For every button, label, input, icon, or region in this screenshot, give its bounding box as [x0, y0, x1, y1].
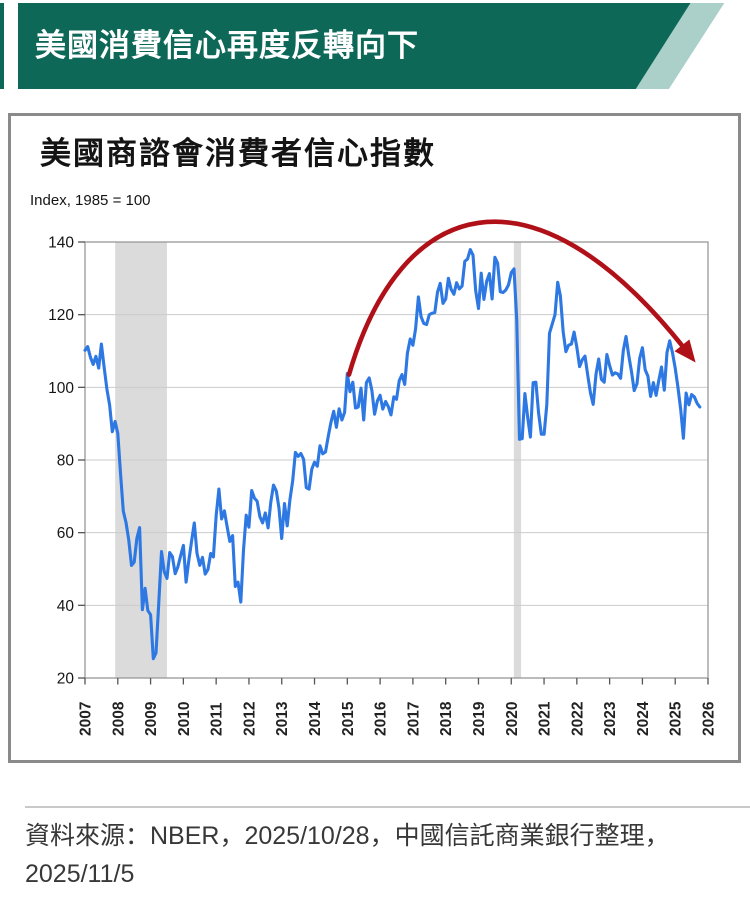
source-note: 資料來源：NBER，2025/10/28，中國信託商業銀行整理，2025/11/…	[25, 822, 670, 888]
x-axis-tick-label: 2022	[569, 702, 586, 736]
x-axis-tick-label: 2009	[143, 701, 160, 736]
y-axis-tick-label: 100	[48, 380, 74, 397]
x-axis-tick-label: 2008	[110, 701, 127, 736]
x-axis-tick-label: 2014	[307, 701, 324, 736]
x-axis-tick-label: 2021	[537, 701, 554, 736]
y-axis-tick-label: 60	[57, 525, 75, 542]
x-axis-tick-label: 2026	[701, 701, 718, 736]
header-banner: 美國消費信心再度反轉向下	[18, 3, 738, 89]
y-axis-unit-label: Index, 1985 = 100	[30, 192, 151, 209]
x-axis-tick-label: 2010	[176, 702, 193, 736]
confidence-index-line	[83, 248, 702, 661]
x-axis-tick-label: 2018	[438, 701, 455, 736]
x-axis-tick-label: 2017	[405, 702, 422, 736]
x-axis-tick-label: 2011	[209, 702, 226, 736]
chart-title: 美國商諮會消費者信心指數	[40, 136, 436, 171]
page-edge-accent	[0, 3, 4, 89]
x-axis-tick-label: 2016	[373, 701, 390, 736]
trend-arrow	[346, 219, 688, 377]
footer-divider	[25, 806, 750, 808]
x-axis-tick-label: 2019	[471, 701, 488, 736]
x-axis-tick-label: 2024	[635, 701, 652, 736]
x-axis-tick-label: 2013	[274, 701, 291, 736]
y-axis-tick-label: 120	[48, 307, 74, 324]
x-axis-tick-label: 2015	[340, 701, 357, 736]
trend-arrow-head	[674, 339, 696, 363]
banner-background	[18, 3, 691, 89]
y-axis-tick-label: 20	[57, 671, 75, 688]
x-axis-tick-label: 2007	[78, 702, 95, 736]
x-axis-tick-label: 2025	[668, 701, 685, 736]
y-axis-tick-label: 40	[57, 598, 75, 615]
x-axis-tick-label: 2020	[504, 702, 521, 736]
page-title: 美國消費信心再度反轉向下	[35, 28, 419, 63]
x-axis-tick-label: 2023	[602, 701, 619, 736]
y-axis-tick-label: 80	[57, 453, 75, 470]
y-axis-tick-label: 140	[48, 235, 74, 252]
x-axis-tick-label: 2012	[241, 702, 258, 736]
